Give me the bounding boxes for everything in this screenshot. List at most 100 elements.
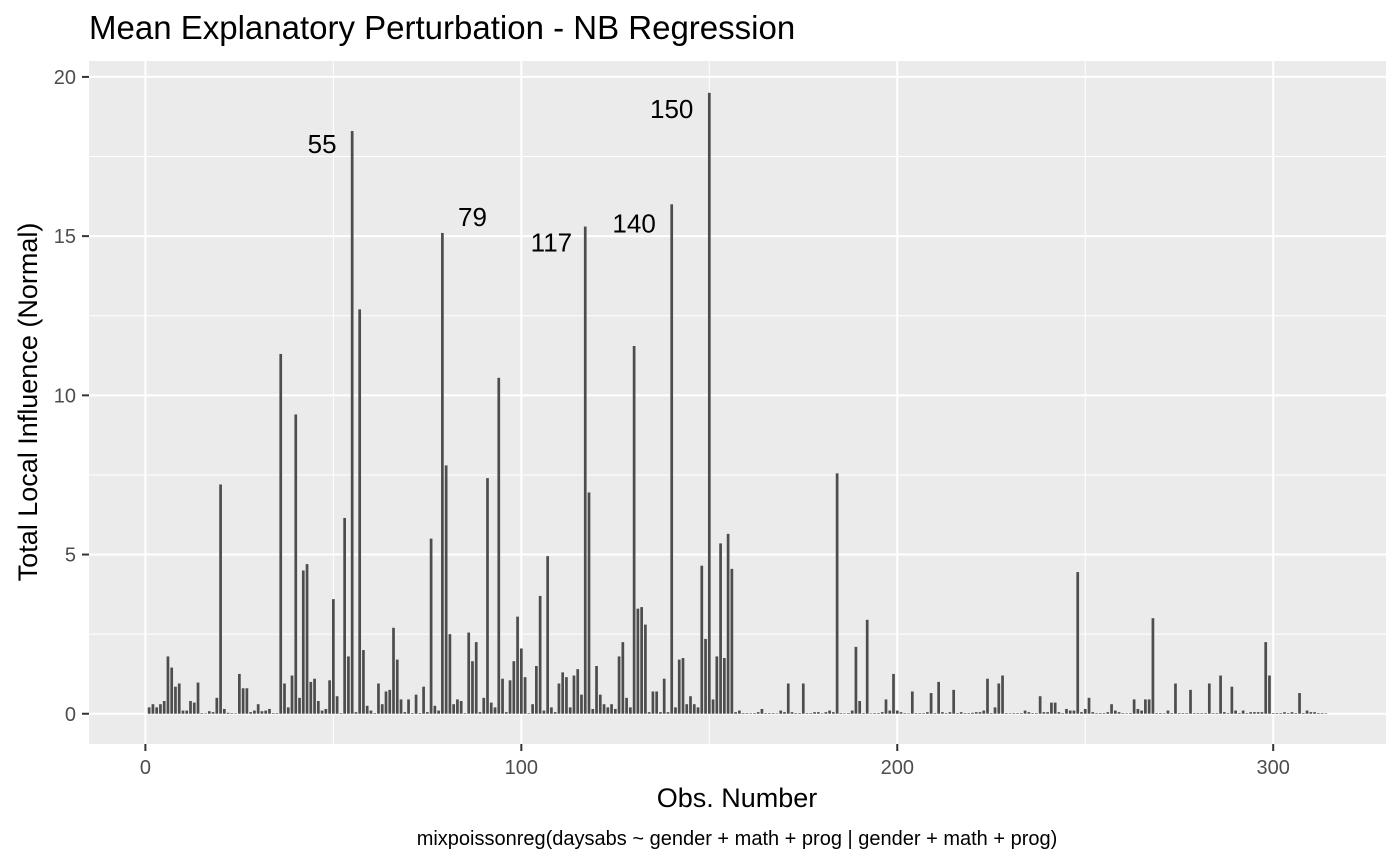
bar xyxy=(474,642,478,714)
bar xyxy=(888,710,892,714)
bar xyxy=(422,686,425,714)
bar xyxy=(1159,713,1162,714)
bar xyxy=(941,712,944,714)
bar xyxy=(1144,699,1147,714)
bar xyxy=(380,704,384,714)
bar xyxy=(286,707,290,714)
bar xyxy=(820,713,824,714)
bar xyxy=(1166,710,1170,714)
bar xyxy=(583,226,587,714)
bar xyxy=(873,713,877,714)
bar xyxy=(414,694,418,714)
bar xyxy=(418,713,422,714)
x-tick-label: 0 xyxy=(140,757,151,779)
bar xyxy=(1226,713,1230,714)
bar xyxy=(1042,712,1046,714)
bar xyxy=(666,712,670,714)
bar xyxy=(211,712,215,714)
bar xyxy=(305,564,309,714)
bar xyxy=(993,707,997,714)
bar xyxy=(392,627,395,714)
bar xyxy=(1053,702,1057,714)
bar xyxy=(324,708,328,714)
bar xyxy=(271,713,275,714)
bar xyxy=(1151,618,1155,714)
bar xyxy=(290,675,294,714)
bar xyxy=(553,712,557,714)
bar xyxy=(1035,713,1038,714)
bar xyxy=(1215,713,1219,714)
bar xyxy=(621,642,625,714)
bar xyxy=(989,713,993,714)
bar xyxy=(828,710,831,714)
bar xyxy=(1129,713,1132,714)
bar xyxy=(922,713,925,714)
y-tick-label: 0 xyxy=(65,704,76,726)
bar xyxy=(1204,713,1207,714)
bar xyxy=(1192,713,1196,714)
bar xyxy=(354,712,358,714)
bar xyxy=(839,713,843,714)
bar xyxy=(895,710,899,714)
bar xyxy=(1264,642,1268,714)
bar xyxy=(1046,712,1050,714)
bar xyxy=(865,619,869,714)
bar xyxy=(670,204,674,714)
bar xyxy=(719,543,722,714)
bar xyxy=(1253,712,1256,714)
bar-annotation-label: 140 xyxy=(612,208,655,238)
bar xyxy=(933,713,937,714)
bar xyxy=(1091,712,1095,714)
bar xyxy=(677,659,681,714)
bar xyxy=(542,710,546,714)
bar xyxy=(433,705,437,714)
bar xyxy=(768,713,771,714)
bar xyxy=(997,683,1001,714)
bar xyxy=(1211,713,1215,714)
bar xyxy=(1083,708,1087,714)
bar xyxy=(1061,713,1065,714)
bar xyxy=(858,701,862,714)
bar xyxy=(1283,712,1286,714)
bar xyxy=(832,712,835,714)
bar xyxy=(531,704,534,714)
bar xyxy=(1241,710,1245,714)
bar xyxy=(907,713,910,714)
bar xyxy=(151,704,155,714)
bar xyxy=(377,683,380,714)
bar xyxy=(407,699,410,714)
bar xyxy=(963,713,967,714)
bar xyxy=(185,710,189,714)
bar xyxy=(1004,713,1008,714)
bar xyxy=(753,713,756,714)
bar xyxy=(226,712,230,714)
bar xyxy=(730,568,734,714)
bar xyxy=(1271,713,1275,714)
bar xyxy=(519,648,523,714)
bar xyxy=(456,699,459,714)
x-tick-label: 300 xyxy=(1257,757,1290,779)
x-tick-label: 100 xyxy=(505,757,538,779)
bar xyxy=(655,691,659,714)
bar xyxy=(174,686,177,714)
bar xyxy=(512,661,516,714)
bar xyxy=(320,710,324,714)
bar xyxy=(200,713,204,714)
bar xyxy=(948,712,952,714)
bar xyxy=(700,565,704,714)
bar xyxy=(971,712,974,714)
bar xyxy=(467,632,471,714)
bar xyxy=(147,707,151,714)
x-tick-label: 200 xyxy=(881,757,914,779)
bar xyxy=(1136,708,1140,714)
bar xyxy=(952,689,956,714)
bar xyxy=(256,704,260,714)
bar xyxy=(685,704,689,714)
bar xyxy=(1320,713,1324,714)
bar xyxy=(459,701,463,714)
bar xyxy=(546,556,550,714)
plot-panel xyxy=(89,61,1386,744)
bar xyxy=(535,665,538,714)
bar xyxy=(486,478,489,714)
bar xyxy=(764,713,768,714)
